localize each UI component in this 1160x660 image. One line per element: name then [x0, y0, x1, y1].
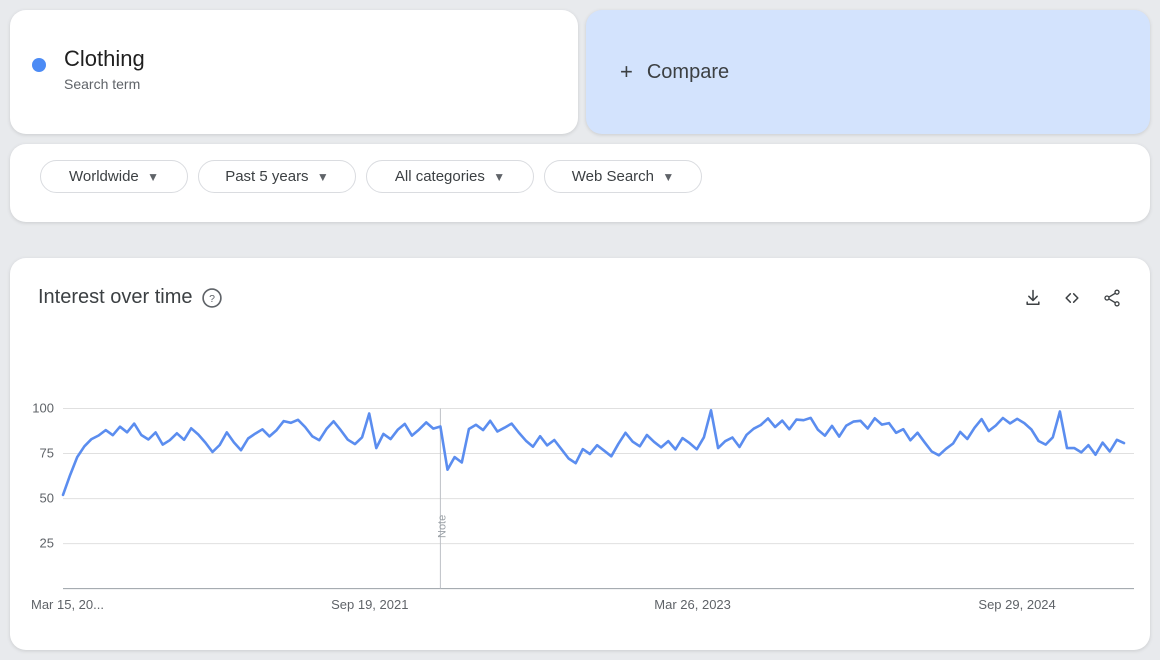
svg-text:100: 100: [32, 401, 54, 416]
svg-text:Sep 19, 2021: Sep 19, 2021: [331, 597, 408, 612]
svg-text:25: 25: [40, 536, 54, 551]
svg-text:Mar 15, 20...: Mar 15, 20...: [31, 597, 104, 612]
svg-text:Note: Note: [437, 515, 449, 538]
svg-text:75: 75: [40, 446, 54, 461]
svg-text:Mar 26, 2023: Mar 26, 2023: [654, 597, 731, 612]
svg-text:Sep 29, 2024: Sep 29, 2024: [978, 597, 1055, 612]
svg-text:50: 50: [40, 491, 54, 506]
